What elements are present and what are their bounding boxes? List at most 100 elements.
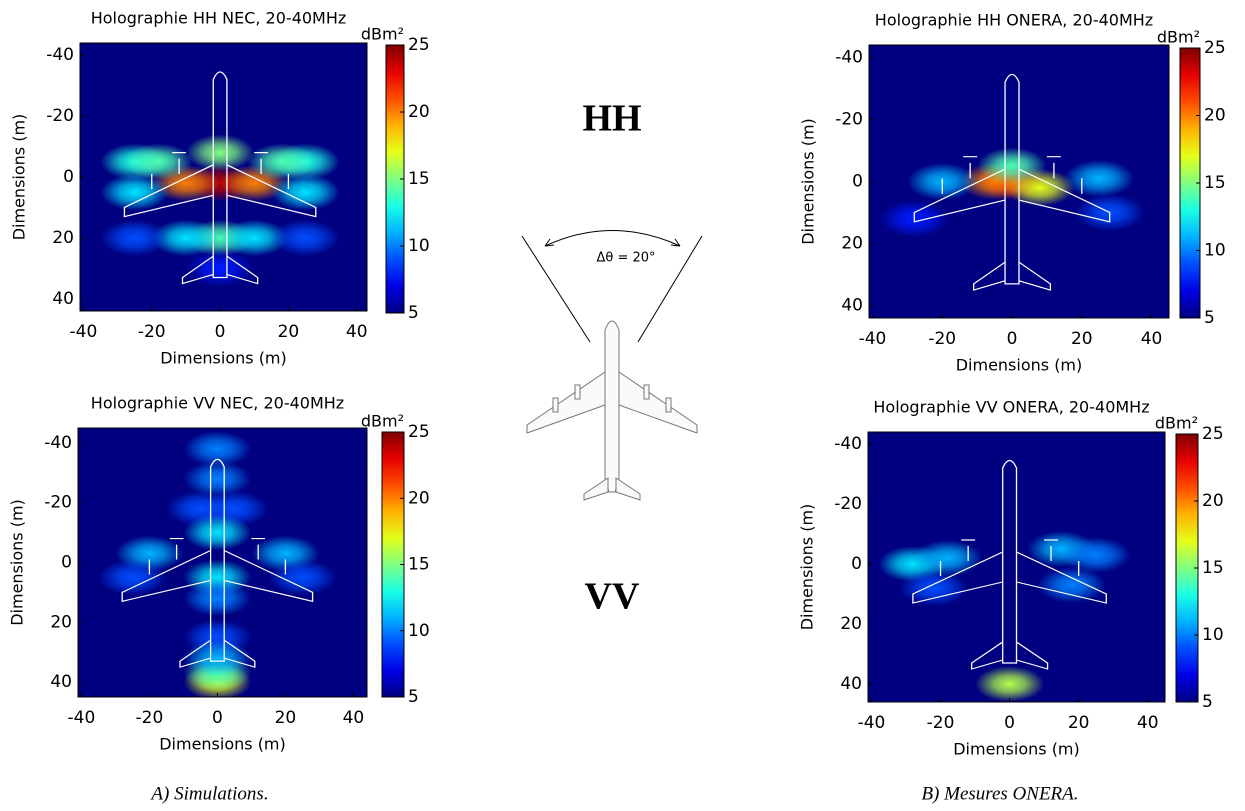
x-tick-label: -20 bbox=[138, 322, 166, 342]
colorbar-label: dBm² bbox=[361, 25, 404, 44]
hotspot bbox=[1037, 567, 1107, 603]
chart-title: Holographie VV NEC, 20-40MHz bbox=[91, 394, 344, 413]
airplane-outline bbox=[123, 71, 317, 285]
hotspot bbox=[271, 219, 340, 257]
x-tick-label: -40 bbox=[859, 329, 887, 349]
colorbar-tick-label: 10 bbox=[1204, 241, 1226, 261]
x-tick-label: -40 bbox=[70, 322, 98, 342]
x-tick-label: 0 bbox=[212, 708, 223, 728]
x-tick-label: -20 bbox=[927, 713, 955, 733]
heatmap-panel: -40 -20 0 20 40 -40 -20 0 20 40 Holographie HH ONE… bbox=[799, 11, 1226, 375]
colorbar-tick-label: 25 bbox=[408, 35, 430, 55]
y-axis-label: Dimensions (m) bbox=[10, 114, 29, 241]
hotspot bbox=[98, 559, 167, 596]
y-tick-label: 40 bbox=[52, 289, 74, 309]
hotspot bbox=[975, 666, 1045, 702]
hotspot bbox=[183, 460, 252, 497]
colorbar-tick-label: 10 bbox=[1202, 625, 1224, 645]
heatmap-panel: -40 -20 0 20 40 -40 -20 0 20 40 Holographie HH NEC… bbox=[10, 9, 430, 368]
colorbar-tick-label: 15 bbox=[408, 169, 430, 189]
angle-label: Δθ = 20° bbox=[596, 251, 655, 266]
x-tick-label: 40 bbox=[346, 322, 368, 342]
hotspot bbox=[220, 219, 289, 257]
airplane-outline bbox=[121, 458, 314, 668]
y-tick-label: 0 bbox=[61, 553, 72, 573]
x-tick-label: 20 bbox=[278, 322, 300, 342]
hotspots bbox=[100, 71, 340, 287]
caption: B) Mesures ONERA. bbox=[921, 783, 1078, 804]
hotspot bbox=[899, 570, 969, 606]
hotspot bbox=[183, 640, 252, 677]
colorbar-tick-label: 10 bbox=[408, 236, 430, 256]
x-tick-label: 40 bbox=[343, 708, 365, 728]
airplane-outline bbox=[912, 459, 1107, 670]
x-tick-label: 20 bbox=[275, 708, 297, 728]
colorbar-tick-label: 20 bbox=[408, 102, 430, 122]
y-tick-label: 40 bbox=[841, 296, 863, 316]
angle-arc bbox=[544, 230, 681, 247]
hotspot bbox=[912, 540, 982, 576]
x-tick-label: 0 bbox=[215, 322, 226, 342]
y-tick-label: 20 bbox=[52, 228, 74, 248]
colorbar-tick-label: 20 bbox=[1202, 491, 1224, 511]
y-tick-label: 0 bbox=[63, 167, 74, 187]
x-tick-label: 0 bbox=[1007, 329, 1018, 349]
colorbar-tick-label: 20 bbox=[408, 488, 430, 508]
arc-arrows bbox=[544, 238, 681, 247]
hotspot bbox=[151, 219, 221, 257]
hh-label: HH bbox=[582, 98, 641, 140]
vv-label: VV bbox=[585, 576, 640, 618]
y-axis-label: Dimensions (m) bbox=[8, 499, 27, 626]
hotspots bbox=[98, 430, 337, 697]
y-tick-label: -20 bbox=[46, 106, 74, 126]
sight-line bbox=[521, 235, 591, 343]
y-tick-label: -20 bbox=[44, 493, 72, 513]
colorbar-label: dBm² bbox=[361, 412, 404, 431]
y-tick-label: -40 bbox=[46, 45, 74, 65]
y-tick-label: 20 bbox=[840, 614, 862, 634]
colorbar-label: dBm² bbox=[1157, 28, 1200, 47]
airplane bbox=[526, 320, 698, 501]
colorbar-label: dBm² bbox=[1155, 414, 1198, 433]
chart-title: Holographie HH ONERA, 20-40MHz bbox=[875, 11, 1153, 30]
x-tick-label: -40 bbox=[68, 708, 96, 728]
x-axis-label: Dimensions (m) bbox=[956, 356, 1083, 375]
hotspot bbox=[183, 430, 252, 467]
y-tick-label: 20 bbox=[841, 234, 863, 254]
hotspot bbox=[183, 580, 252, 617]
y-axis-label: Dimensions (m) bbox=[799, 118, 818, 245]
heatmap-panel: -40 -20 0 20 40 -40 -20 0 20 40 Holographie VV NEC… bbox=[8, 394, 430, 754]
x-tick-label: 20 bbox=[1068, 713, 1090, 733]
sight-line bbox=[637, 235, 703, 343]
hotspot bbox=[1064, 159, 1135, 198]
caption: A) Simulations. bbox=[149, 783, 268, 804]
x-tick-label: -20 bbox=[928, 329, 956, 349]
y-tick-label: -20 bbox=[834, 494, 862, 514]
y-tick-label: -20 bbox=[835, 109, 863, 129]
colorbar-tick-label: 25 bbox=[1204, 38, 1226, 58]
colorbar-tick-label: 15 bbox=[1202, 558, 1224, 578]
y-tick-label: -40 bbox=[834, 434, 862, 454]
x-tick-label: 40 bbox=[1141, 329, 1163, 349]
plot-frame bbox=[867, 431, 1166, 703]
y-tick-label: 0 bbox=[852, 172, 863, 192]
colorbar-tick-label: 25 bbox=[1202, 424, 1224, 444]
hotspot bbox=[247, 143, 316, 181]
airplane-outline bbox=[913, 73, 1111, 291]
hotspot bbox=[268, 559, 337, 596]
x-axis-label: Dimensions (m) bbox=[953, 740, 1080, 759]
hotspots bbox=[878, 459, 1131, 702]
y-tick-label: -40 bbox=[835, 47, 863, 67]
colorbar-tick-label: 10 bbox=[408, 621, 430, 641]
x-tick-label: 40 bbox=[1137, 713, 1159, 733]
x-tick-label: 20 bbox=[1071, 329, 1093, 349]
y-tick-label: 40 bbox=[50, 672, 72, 692]
chart-title: Holographie HH NEC, 20-40MHz bbox=[91, 9, 347, 28]
colorbar-tick-label: 5 bbox=[408, 303, 419, 323]
y-tick-label: -40 bbox=[44, 433, 72, 453]
x-axis-label: Dimensions (m) bbox=[159, 735, 286, 754]
x-tick-label: -20 bbox=[136, 708, 164, 728]
hotspots bbox=[879, 73, 1145, 291]
y-tick-label: 0 bbox=[851, 554, 862, 574]
